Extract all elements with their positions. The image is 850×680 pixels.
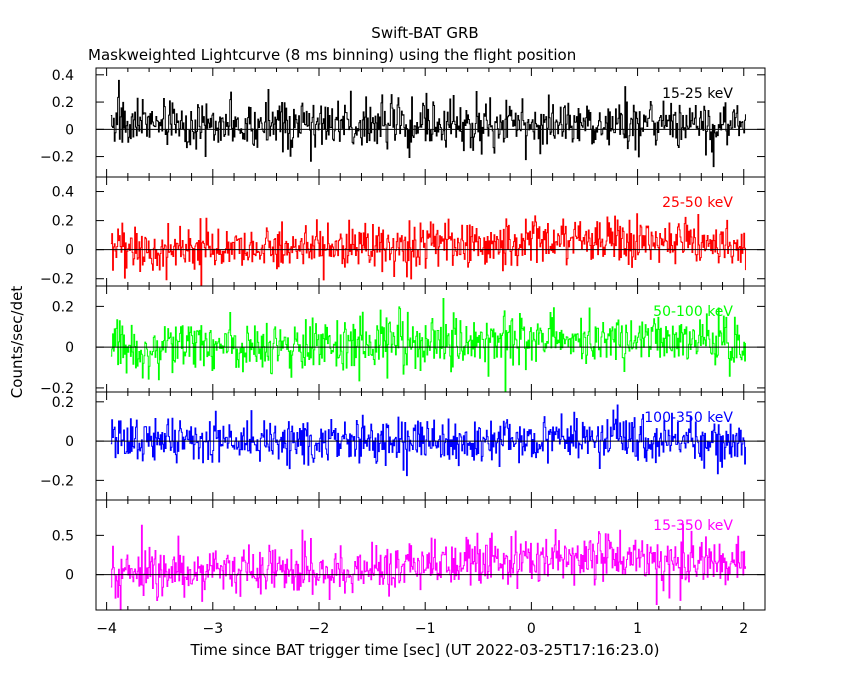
y-tick-label: −0.2 xyxy=(40,381,74,397)
y-tick-label: 0 xyxy=(65,340,74,356)
y-tick-label: 0.4 xyxy=(52,68,74,84)
chart-subtitle: Maskweighted Lightcurve (8 ms binning) u… xyxy=(88,46,576,64)
x-tick-label: −1 xyxy=(415,621,436,637)
y-tick-label: −0.2 xyxy=(40,150,74,166)
band-label: 15-25 keV xyxy=(662,86,733,102)
y-tick-label: 0.5 xyxy=(52,528,74,544)
y-tick-label: 0 xyxy=(65,243,74,259)
x-axis: −4 −3 −2 −1 0 1 2 xyxy=(96,621,748,637)
y-tick-label: 0 xyxy=(65,122,74,138)
panel-frame xyxy=(95,499,766,611)
band-label: 25-50 keV xyxy=(662,195,733,211)
series-line-2 xyxy=(110,213,746,286)
band-label: 100-350 keV xyxy=(644,410,733,426)
series-line-1 xyxy=(110,79,746,168)
chart-title: Swift-BAT GRB xyxy=(371,24,478,42)
x-tick-label: 1 xyxy=(633,621,642,637)
y-tick-label: 0.2 xyxy=(52,395,74,411)
y-tick-label: 0 xyxy=(65,434,74,450)
y-tick-label: 0.2 xyxy=(52,214,74,230)
x-tick-label: 0 xyxy=(527,621,536,637)
x-tick-label: −3 xyxy=(202,621,223,637)
x-axis-label: Time since BAT trigger time [sec] (UT 20… xyxy=(190,641,660,659)
x-tick-label: −2 xyxy=(309,621,330,637)
y-axis-label: Counts/sec/det xyxy=(8,286,26,399)
x-tick-label: 2 xyxy=(739,621,748,637)
series-line-4 xyxy=(110,404,746,477)
series-line-3 xyxy=(110,298,746,392)
x-tick-label: −4 xyxy=(96,621,117,637)
panel-1: −0.2 0 0.2 0.4 15-25 keV xyxy=(40,67,766,178)
series-line-5 xyxy=(110,523,746,610)
y-tick-label: −0.2 xyxy=(40,473,74,489)
band-label: 15-350 keV xyxy=(653,518,733,534)
y-tick-label: −0.2 xyxy=(40,272,74,288)
y-tick-label: 0.4 xyxy=(52,185,74,201)
y-tick-label: 0.2 xyxy=(52,95,74,111)
panel-2: −0.2 0 0.2 0.4 25-50 keV xyxy=(40,176,766,288)
band-label: 50-100 keV xyxy=(653,304,733,320)
panel-frame xyxy=(95,67,766,178)
panel-4: −0.2 0 0.2 100-350 keV xyxy=(40,391,766,501)
y-tick-label: 0 xyxy=(65,568,74,584)
panels-group: −0.2 0 0.2 0.4 15-25 keV −0.2 0 0.2 0.4 25-50 keV… xyxy=(40,67,766,611)
panel-5: 0 0.5 15-350 keV xyxy=(52,499,766,611)
y-tick-label: 0.2 xyxy=(52,299,74,315)
panel-3: −0.2 0 0.2 50-100 keV xyxy=(40,285,766,397)
